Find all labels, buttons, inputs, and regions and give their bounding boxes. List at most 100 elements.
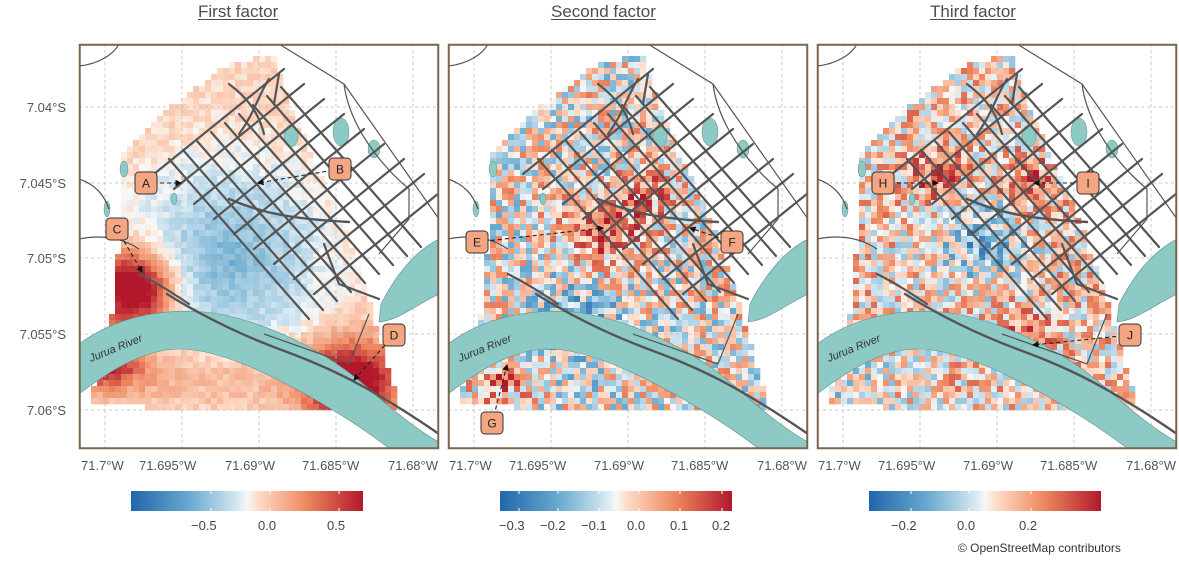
map-panel-1: Jurua River bbox=[78, 43, 440, 450]
callout-arrow bbox=[476, 225, 605, 243]
callout-label: B bbox=[336, 163, 344, 177]
jurua-river bbox=[79, 310, 439, 449]
callout-box bbox=[134, 171, 158, 195]
secondary-roads bbox=[79, 44, 439, 365]
callout-box bbox=[1118, 323, 1142, 347]
river-branch bbox=[1116, 238, 1177, 323]
x-tick-label: 71.69°W bbox=[225, 458, 276, 473]
x-tick-label: 71.7°W bbox=[818, 458, 861, 473]
map-panel-2: Jurua River bbox=[447, 43, 809, 450]
x-tick-label: 71.68°W bbox=[1126, 458, 1177, 473]
callout-box bbox=[871, 171, 895, 195]
callout-label: I bbox=[1086, 177, 1089, 191]
callout-label: F bbox=[728, 236, 735, 250]
pond bbox=[539, 192, 547, 206]
secondary-roads bbox=[448, 44, 808, 365]
x-tick-label: 71.7°W bbox=[81, 458, 124, 473]
road-network bbox=[875, 67, 1177, 436]
jurua-river bbox=[817, 310, 1177, 449]
callout-label: D bbox=[390, 329, 399, 343]
callout: C bbox=[105, 217, 143, 273]
colorbar-tick-label: −0.5 bbox=[191, 518, 217, 533]
pond bbox=[488, 160, 498, 178]
panel-title-second: Second factor bbox=[551, 2, 656, 21]
x-tick-label: 71.685°W bbox=[1040, 458, 1098, 473]
x-tick-label: 71.69°W bbox=[594, 458, 645, 473]
x-tick-label: 71.685°W bbox=[302, 458, 360, 473]
colorbar-tick-label: −0.3 bbox=[499, 518, 525, 533]
colorbar-tick-label: 0.2 bbox=[1019, 518, 1038, 533]
colorbar-tick-label: −0.2 bbox=[891, 518, 917, 533]
river-branch bbox=[747, 238, 808, 323]
callout: A bbox=[134, 171, 183, 195]
osm-credit: © OpenStreetMap contributors bbox=[958, 541, 1121, 555]
colorbar-1 bbox=[131, 491, 363, 511]
callout: J bbox=[1031, 323, 1142, 348]
colorbar-tick-label: 0.0 bbox=[957, 518, 976, 533]
map-frame bbox=[816, 43, 1178, 450]
y-tick-label: 7.04°S bbox=[26, 100, 66, 115]
pond bbox=[1070, 117, 1088, 147]
callout: I bbox=[1032, 171, 1100, 195]
pond bbox=[119, 160, 129, 178]
callout-box bbox=[382, 323, 406, 347]
colorbar-tick-label: 0.0 bbox=[627, 518, 646, 533]
pond bbox=[103, 200, 111, 218]
callout-box bbox=[465, 230, 489, 254]
callout-label: E bbox=[473, 236, 481, 250]
pond bbox=[908, 192, 916, 206]
factor-raster bbox=[91, 56, 398, 411]
callout: H bbox=[871, 171, 940, 195]
callout: D bbox=[353, 323, 406, 381]
x-tick-label: 71.68°W bbox=[388, 458, 439, 473]
panel-title-third: Third factor bbox=[930, 2, 1016, 21]
callout-box bbox=[480, 411, 504, 435]
y-tick-label: 7.06°S bbox=[26, 403, 66, 418]
callout-box bbox=[105, 217, 129, 241]
callout: F bbox=[688, 226, 744, 254]
map-frame bbox=[78, 43, 440, 450]
callout-box bbox=[1076, 171, 1100, 195]
callout-label: H bbox=[879, 177, 888, 191]
jurua-river bbox=[448, 310, 808, 449]
callout-box bbox=[328, 157, 352, 181]
colorbar-2 bbox=[500, 491, 732, 511]
map-panel-3: Jurua River bbox=[816, 43, 1178, 450]
x-tick-label: 71.695°W bbox=[878, 458, 936, 473]
x-tick-label: 71.695°W bbox=[509, 458, 567, 473]
colorbar-tick-label: 0.1 bbox=[670, 518, 689, 533]
y-tick-label: 7.05°S bbox=[26, 251, 66, 266]
pond bbox=[701, 117, 719, 147]
y-tick-label: 7.055°S bbox=[19, 327, 66, 342]
secondary-roads bbox=[817, 44, 1177, 365]
map-frame bbox=[447, 43, 809, 450]
callout-label: G bbox=[487, 417, 496, 431]
road-network bbox=[137, 67, 439, 436]
pond bbox=[472, 200, 480, 218]
x-tick-label: 71.7°W bbox=[449, 458, 492, 473]
callout-label: J bbox=[1127, 329, 1133, 343]
panel-title-first: First factor bbox=[198, 2, 279, 21]
callout: G bbox=[480, 363, 509, 435]
callout: B bbox=[256, 157, 352, 186]
road-network bbox=[506, 67, 808, 436]
colorbar-tick-label: −0.1 bbox=[581, 518, 607, 533]
colorbar-tick-label: −0.2 bbox=[540, 518, 566, 533]
callout-arrow bbox=[1031, 334, 1131, 348]
colorbar-3 bbox=[869, 491, 1101, 511]
pond bbox=[841, 200, 849, 218]
pond bbox=[332, 117, 350, 147]
river-branch bbox=[378, 238, 439, 323]
callout-label: A bbox=[142, 177, 150, 191]
callout-label: C bbox=[113, 223, 122, 237]
pond bbox=[170, 192, 178, 206]
callout-box bbox=[720, 230, 744, 254]
x-tick-label: 71.695°W bbox=[139, 458, 197, 473]
colorbar-tick-label: 0.2 bbox=[712, 518, 731, 533]
colorbar-tick-label: 0.0 bbox=[258, 518, 277, 533]
x-tick-label: 71.685°W bbox=[671, 458, 729, 473]
callout: E bbox=[465, 225, 605, 254]
x-tick-label: 71.68°W bbox=[757, 458, 808, 473]
pond bbox=[857, 160, 867, 178]
